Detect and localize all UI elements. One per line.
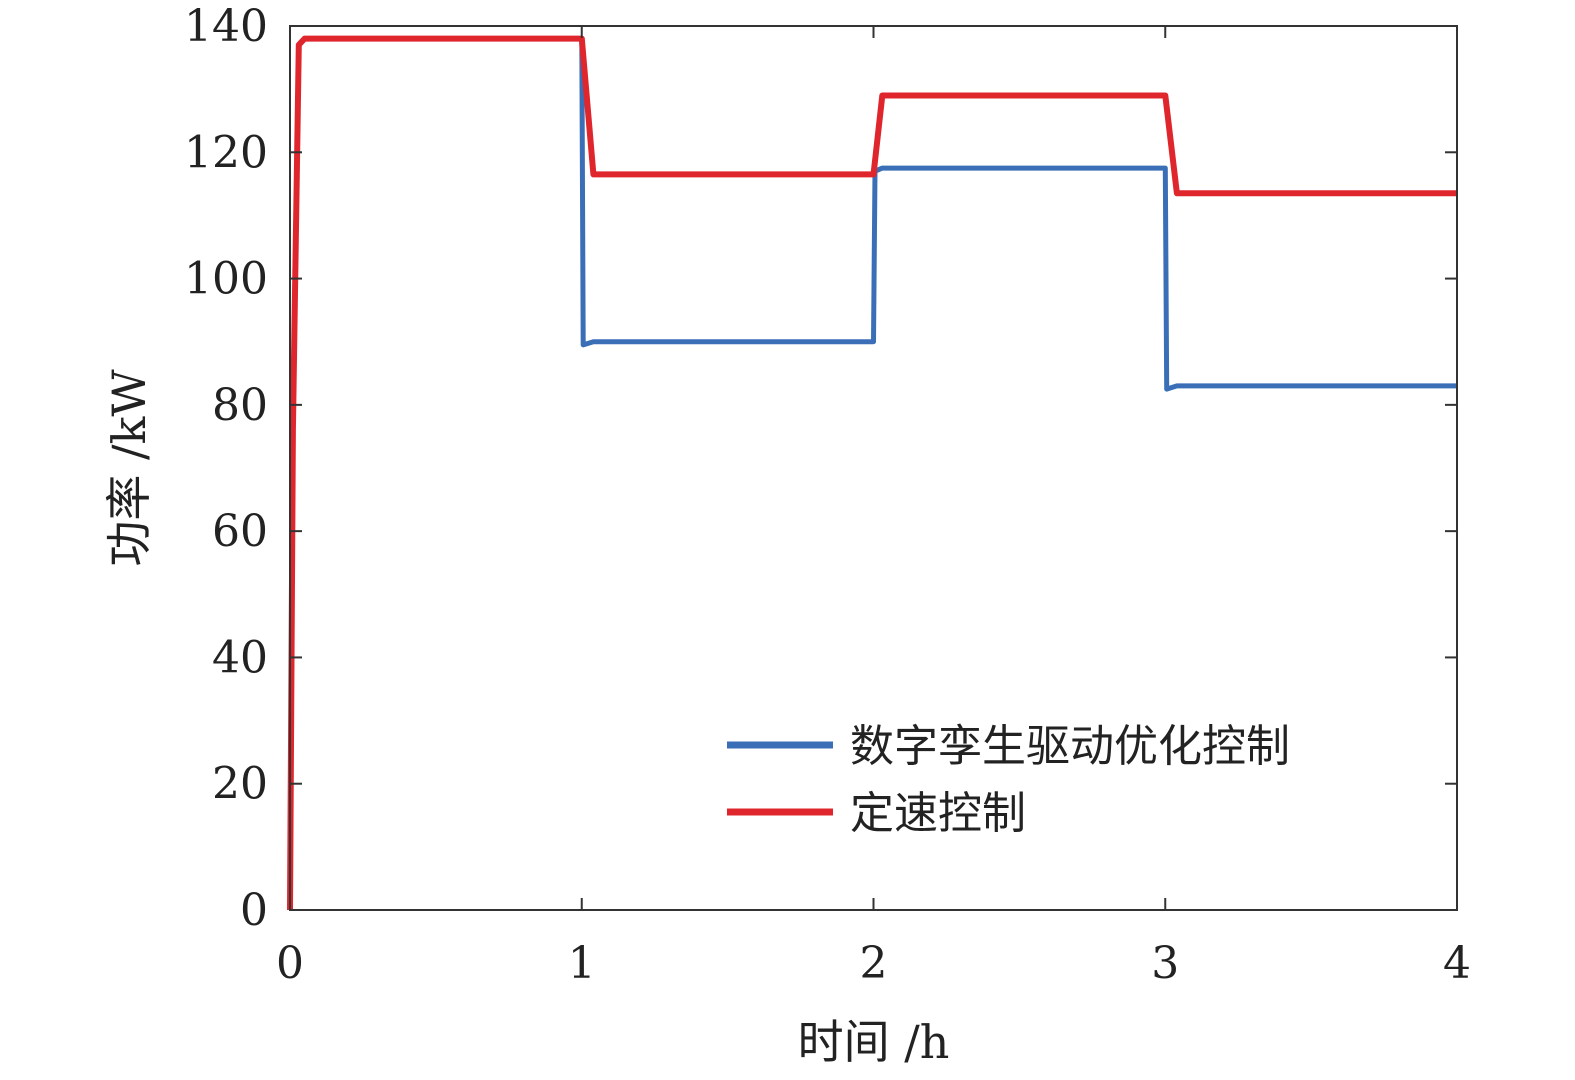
y-tick-label: 0 bbox=[240, 885, 268, 936]
legend: 数字孪生驱动优化控制 定速控制 bbox=[727, 721, 1290, 839]
x-tick-label: 1 bbox=[568, 938, 596, 989]
x-axis-label: 时间 /h bbox=[798, 1015, 950, 1069]
x-tick-label: 4 bbox=[1443, 938, 1471, 989]
x-tick-label: 3 bbox=[1151, 938, 1179, 989]
series-layer bbox=[287, 35, 1457, 911]
legend-label-constant-speed: 定速控制 bbox=[850, 788, 1026, 839]
series-line-constant-speed bbox=[287, 35, 1457, 911]
y-tick-label: 100 bbox=[184, 254, 268, 305]
y-tick-label: 120 bbox=[184, 127, 268, 178]
y-tick-label: 40 bbox=[212, 632, 268, 683]
y-tick-label: 80 bbox=[212, 380, 268, 431]
legend-label-digital-twin: 数字孪生驱动优化控制 bbox=[850, 721, 1290, 772]
x-tick-label: 2 bbox=[860, 938, 888, 989]
y-tick-label: 140 bbox=[184, 1, 268, 52]
x-tick-label: 0 bbox=[276, 938, 304, 989]
y-axis-label: 功率 /kW bbox=[102, 369, 156, 567]
y-tick-label: 20 bbox=[212, 759, 268, 810]
y-tick-label: 60 bbox=[212, 506, 268, 557]
